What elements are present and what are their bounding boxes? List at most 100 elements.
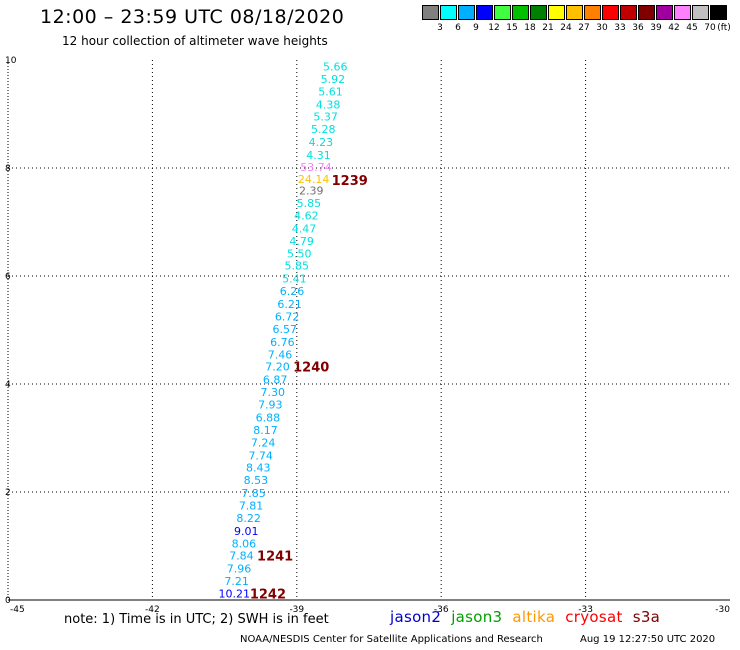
wave-height-point: 9.01 xyxy=(234,525,259,538)
wave-height-point: 6.21 xyxy=(277,298,302,311)
wave-height-point: 7.96 xyxy=(227,563,252,576)
wave-height-point: 8.53 xyxy=(244,474,269,487)
wave-height-point: 6.76 xyxy=(270,336,295,349)
color-scale-label: 70 xyxy=(704,23,716,33)
x-tick-label: -36 xyxy=(434,605,449,615)
wave-height-point: 7.24 xyxy=(251,436,276,449)
footer-credit: NOAA/NESDIS Center for Satellite Applica… xyxy=(240,634,543,645)
color-scale-unit: (ft) xyxy=(717,23,731,33)
color-swatch-16 xyxy=(710,5,727,20)
color-scale-label: 9 xyxy=(473,23,479,33)
wave-height-point: 8.43 xyxy=(246,462,271,475)
wave-height-point: 7.21 xyxy=(224,575,249,588)
wave-height-point: 7.84 xyxy=(229,550,254,563)
y-tick-label: 0 xyxy=(5,596,11,606)
pass-number-label: 1241 xyxy=(257,550,293,565)
satellite-altika: altika xyxy=(512,608,556,626)
wave-height-point: 4.47 xyxy=(292,222,317,235)
footer-timestamp: Aug 19 12:27:50 UTC 2020 xyxy=(580,634,716,645)
color-swatch-9 xyxy=(584,5,601,20)
x-tick-label: -45 xyxy=(10,605,25,615)
wave-height-point: 5.50 xyxy=(287,247,312,260)
color-swatch-14 xyxy=(674,5,691,20)
wave-height-point: 7.81 xyxy=(239,500,264,513)
pass-number-label: 1240 xyxy=(293,361,329,376)
wave-height-point: 5.37 xyxy=(313,111,338,124)
x-tick-label: -39 xyxy=(289,605,304,615)
color-scale-label: 6 xyxy=(455,23,461,33)
color-swatch-11 xyxy=(620,5,637,20)
color-scale-label: 3 xyxy=(437,23,443,33)
wave-height-point: 7.93 xyxy=(258,399,283,412)
color-swatch-7 xyxy=(548,5,565,20)
color-scale-label: 15 xyxy=(506,23,518,33)
wave-height-point: 4.31 xyxy=(306,149,331,162)
wave-height-point: 5.41 xyxy=(282,273,307,286)
chart-subtitle: 12 hour collection of altimeter wave hei… xyxy=(62,34,328,48)
color-swatch-2 xyxy=(458,5,475,20)
color-swatch-15 xyxy=(692,5,709,20)
wave-height-point: 5.85 xyxy=(285,260,310,273)
color-scale-label: 36 xyxy=(632,23,644,33)
satellite-jason2: jason2 xyxy=(390,608,442,626)
wave-height-point: 6.57 xyxy=(273,323,298,336)
wave-height-point: 4.62 xyxy=(294,210,319,223)
color-scale-label: 33 xyxy=(614,23,626,33)
wave-height-point: 6.26 xyxy=(280,285,305,298)
wave-height-point: 5.85 xyxy=(297,197,322,210)
y-tick-label: 2 xyxy=(5,488,11,498)
color-scale-label: 27 xyxy=(578,23,590,33)
wave-height-point: 7.30 xyxy=(260,386,285,399)
satellite-legend: jason2 jason3 altika cryosat s3a xyxy=(390,608,670,626)
wave-height-point: 6.72 xyxy=(275,311,300,324)
wave-height-point: 7.85 xyxy=(241,487,266,500)
x-tick-label: -30 xyxy=(715,605,730,615)
color-scale-label: 45 xyxy=(686,23,698,33)
wave-height-point: 24.14 xyxy=(298,173,330,186)
color-scale-label: 24 xyxy=(560,23,572,33)
y-tick-label: 6 xyxy=(5,272,11,282)
wave-height-point: 4.38 xyxy=(316,98,341,111)
wave-height-point: 2.39 xyxy=(299,185,324,198)
color-swatch-6 xyxy=(530,5,547,20)
color-swatch-4 xyxy=(494,5,511,20)
wave-height-point: 53.74 xyxy=(300,161,332,174)
wave-height-point: 6.87 xyxy=(263,374,288,387)
color-swatch-5 xyxy=(512,5,529,20)
y-tick-label: 4 xyxy=(5,380,11,390)
wave-height-point: 6.88 xyxy=(256,411,281,424)
x-tick-label: -33 xyxy=(578,605,593,615)
satellite-s3a: s3a xyxy=(632,608,661,626)
wave-height-point: 7.74 xyxy=(248,449,273,462)
wave-height-point: 4.79 xyxy=(289,235,314,248)
color-scale-label: 39 xyxy=(650,23,662,33)
footer-note: note: 1) Time is in UTC; 2) SWH is in fe… xyxy=(64,612,329,627)
satellite-jason3: jason3 xyxy=(451,608,503,626)
color-swatch-8 xyxy=(566,5,583,20)
color-scale-label: 12 xyxy=(488,23,500,33)
wave-height-point: 7.46 xyxy=(268,348,293,361)
wave-height-point: 5.66 xyxy=(323,60,348,73)
wave-height-point: 10.21 xyxy=(218,588,250,601)
color-swatch-0 xyxy=(422,5,439,20)
pass-number-label: 1239 xyxy=(332,174,368,189)
y-tick-label: 8 xyxy=(5,164,11,174)
y-tick-label: 10 xyxy=(5,56,17,66)
wave-height-point: 8.17 xyxy=(253,424,278,437)
wave-height-point: 5.92 xyxy=(321,73,346,86)
color-swatch-10 xyxy=(602,5,619,20)
chart-title: 12:00 – 23:59 UTC 08/18/2020 xyxy=(40,6,345,28)
wave-height-point: 5.28 xyxy=(311,123,336,136)
color-swatch-12 xyxy=(638,5,655,20)
wave-height-point: 8.22 xyxy=(236,512,261,525)
color-scale-label: 18 xyxy=(524,23,536,33)
x-tick-label: -42 xyxy=(145,605,160,615)
color-swatch-1 xyxy=(440,5,457,20)
wave-height-point: 7.20 xyxy=(265,361,290,374)
color-scale-label: 42 xyxy=(668,23,680,33)
color-swatch-3 xyxy=(476,5,493,20)
color-swatch-13 xyxy=(656,5,673,20)
wave-height-point: 8.06 xyxy=(232,537,257,550)
wave-height-point: 4.23 xyxy=(309,136,334,149)
